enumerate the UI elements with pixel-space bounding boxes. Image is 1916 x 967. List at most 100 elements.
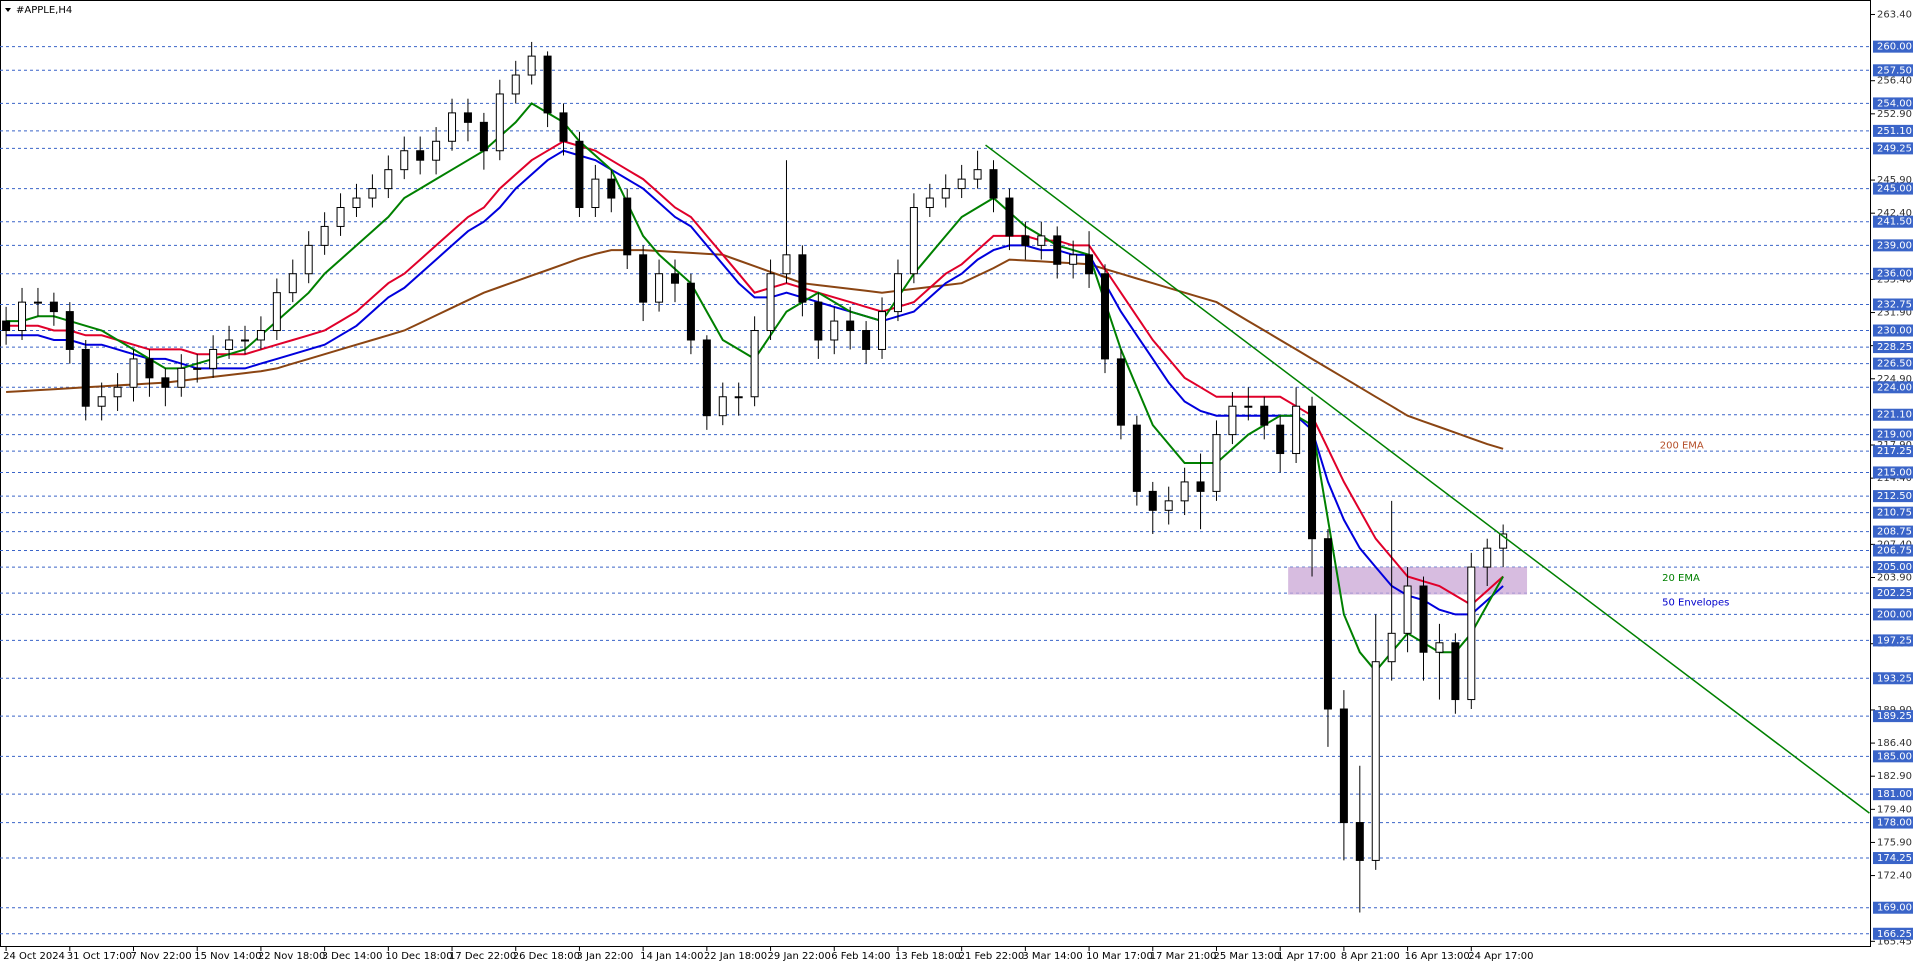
level-label: 193.25 xyxy=(1877,673,1912,684)
level-label-box xyxy=(1873,357,1913,370)
x-tick-label: 8 Apr 21:00 xyxy=(1341,951,1400,962)
level-label-box xyxy=(1873,466,1913,479)
candle-body xyxy=(862,330,871,350)
level-label: 239.00 xyxy=(1877,240,1912,251)
y-tick-label: 224.90 xyxy=(1877,374,1912,385)
level-label: 185.00 xyxy=(1877,751,1912,762)
level-label-box xyxy=(1873,408,1913,421)
candle-body xyxy=(1419,585,1428,653)
candle-body xyxy=(1483,547,1492,568)
level-label: 232.75 xyxy=(1877,300,1912,311)
y-tick-label: 203.90 xyxy=(1877,572,1912,583)
candle-body xyxy=(495,93,504,152)
y-tick-label: 172.40 xyxy=(1877,871,1912,882)
candle-body xyxy=(1355,822,1364,861)
candle-body xyxy=(575,140,584,209)
level-label: 260.00 xyxy=(1877,42,1912,53)
candle-body xyxy=(240,339,249,342)
candle-body xyxy=(718,396,727,417)
y-tick-label: 235.40 xyxy=(1877,274,1912,285)
y-tick-label: 242.40 xyxy=(1877,208,1912,219)
level-label-box xyxy=(1873,544,1913,557)
candle-body xyxy=(559,112,568,142)
candle-body xyxy=(527,55,536,76)
level-label-box xyxy=(1873,816,1913,829)
annotation: 200 EMA xyxy=(1660,440,1704,451)
level-label-box xyxy=(1873,124,1913,137)
x-tick-label: 7 Nov 22:00 xyxy=(131,951,192,962)
x-tick-label: 10 Dec 18:00 xyxy=(385,951,452,962)
level-label: 219.00 xyxy=(1877,430,1912,441)
level-label-box xyxy=(1873,490,1913,503)
level-label: 249.25 xyxy=(1877,143,1912,154)
candle-body xyxy=(18,301,27,332)
level-label-box xyxy=(1873,298,1913,311)
candle-body xyxy=(655,273,664,303)
candle-body xyxy=(591,178,600,209)
x-tick-label: 17 Dec 22:00 xyxy=(449,951,516,962)
level-label-box xyxy=(1873,788,1913,801)
candle-body xyxy=(161,377,170,388)
candle-body xyxy=(2,320,11,332)
level-label: 215.00 xyxy=(1877,467,1912,478)
candle-body xyxy=(941,188,950,199)
level-label-box xyxy=(1873,239,1913,252)
candle-body xyxy=(607,178,616,199)
ema-line xyxy=(6,249,1504,450)
level-label-box xyxy=(1873,215,1913,228)
y-tick-label: 231.90 xyxy=(1877,308,1912,319)
level-label-box xyxy=(1873,445,1913,458)
level-label: 212.50 xyxy=(1877,491,1912,502)
level-label-box xyxy=(1873,750,1913,763)
level-label: 200.00 xyxy=(1877,609,1912,620)
candle-body xyxy=(432,140,441,161)
level-label: 189.25 xyxy=(1877,711,1912,722)
x-tick-label: 24 Apr 17:00 xyxy=(1468,951,1533,962)
menu-arrow[interactable] xyxy=(5,8,11,12)
plot-frame xyxy=(0,0,1871,947)
candle-body xyxy=(511,74,520,95)
candle-body xyxy=(798,254,807,303)
level-label: 224.00 xyxy=(1877,382,1912,393)
level-label-box xyxy=(1873,341,1913,354)
candle-body xyxy=(623,197,632,256)
level-label-box xyxy=(1873,852,1913,865)
x-tick-label: 13 Feb 18:00 xyxy=(895,951,961,962)
level-label-box xyxy=(1873,710,1913,723)
level-label-box xyxy=(1873,927,1913,940)
y-tick-label: 186.40 xyxy=(1877,738,1912,749)
candle-body xyxy=(1228,405,1237,436)
level-label: 169.00 xyxy=(1877,903,1912,914)
level-label-box xyxy=(1873,182,1913,195)
chart-title: #APPLE,H4 xyxy=(16,5,72,16)
x-tick-label: 17 Mar 21:00 xyxy=(1150,951,1217,962)
candle-body xyxy=(129,358,138,388)
candle-body xyxy=(193,367,202,370)
level-label: 206.75 xyxy=(1877,546,1912,557)
candle-body xyxy=(400,150,409,171)
x-tick-label: 29 Jan 22:00 xyxy=(768,951,831,962)
candle-body xyxy=(1292,405,1301,455)
y-tick-label: 182.90 xyxy=(1877,771,1912,782)
candle-body xyxy=(1053,235,1062,265)
level-label-box xyxy=(1873,587,1913,600)
candle-body xyxy=(702,339,711,417)
x-tick-label: 15 Nov 14:00 xyxy=(194,951,261,962)
candle-body xyxy=(1451,642,1460,701)
candle-body xyxy=(893,273,902,313)
ema-line xyxy=(6,140,1504,607)
candle-body xyxy=(909,207,918,275)
candle-body xyxy=(1180,481,1189,502)
level-label-box xyxy=(1873,561,1913,574)
candle-body xyxy=(1085,254,1094,275)
level-label-box xyxy=(1873,381,1913,394)
candle-body xyxy=(766,273,775,332)
level-label: 251.10 xyxy=(1877,126,1912,137)
level-label-box xyxy=(1873,634,1913,647)
level-label: 202.25 xyxy=(1877,588,1912,599)
x-tick-label: 31 Oct 17:00 xyxy=(67,951,132,962)
level-label: 257.50 xyxy=(1877,65,1912,76)
candle-body xyxy=(1100,273,1109,360)
x-tick-label: 22 Nov 18:00 xyxy=(258,951,325,962)
candle-body xyxy=(1371,661,1380,861)
